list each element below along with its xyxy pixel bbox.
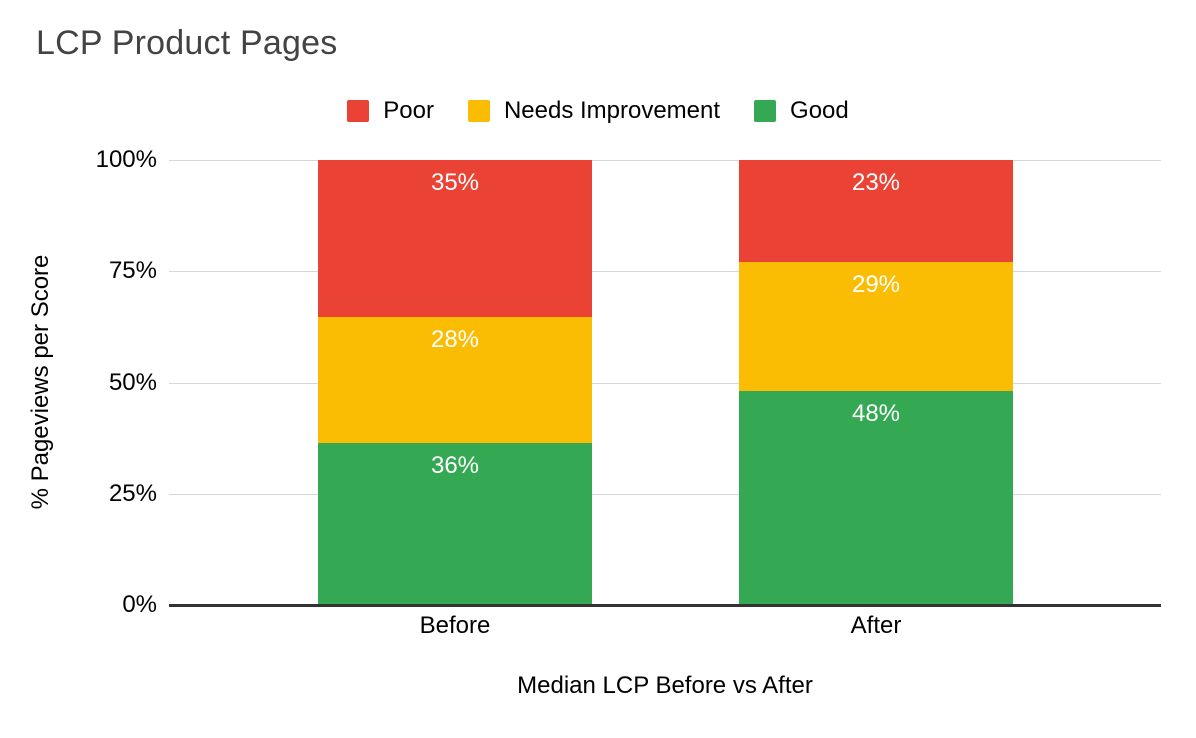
data-label: 36% bbox=[430, 452, 480, 480]
stacked-bar-after: 23% 29% 48% bbox=[739, 160, 1013, 605]
chart-title: LCP Product Pages bbox=[36, 24, 338, 62]
legend-label: Good bbox=[790, 97, 849, 124]
y-tick-label: 75% bbox=[108, 257, 157, 285]
legend-item-good: Good bbox=[754, 98, 849, 124]
gridline bbox=[169, 160, 1161, 161]
bar-segment-needs-improvement: 28% bbox=[318, 317, 592, 444]
y-tick-label: 25% bbox=[108, 479, 157, 507]
data-label: 48% bbox=[851, 400, 901, 428]
bar-segment-good: 36% bbox=[318, 443, 592, 605]
y-tick-label: 0% bbox=[122, 591, 157, 618]
data-label: 23% bbox=[851, 169, 901, 196]
gridline bbox=[169, 271, 1161, 273]
x-category-label-after: After bbox=[850, 612, 902, 639]
y-tick-label: 100% bbox=[95, 146, 157, 173]
y-tick-label: 50% bbox=[108, 368, 157, 396]
data-label: 35% bbox=[430, 169, 480, 196]
gridline bbox=[169, 382, 1161, 384]
legend-swatch-icon bbox=[467, 100, 490, 122]
x-category-label-before: Before bbox=[419, 612, 491, 639]
bar-segment-poor: 35% bbox=[318, 160, 592, 318]
bar-segment-needs-improvement: 29% bbox=[739, 262, 1013, 392]
data-label: 28% bbox=[430, 326, 480, 354]
x-axis-title: Median LCP Before vs After bbox=[517, 672, 813, 699]
stacked-bar-before: 35% 28% 36% bbox=[318, 160, 592, 605]
legend-item-needs-improvement: Needs Improvement bbox=[467, 97, 721, 124]
legend-item-poor: Poor bbox=[347, 98, 434, 124]
legend-label: Needs Improvement bbox=[503, 97, 721, 124]
data-label: 29% bbox=[851, 271, 901, 299]
bar-segment-poor: 23% bbox=[739, 160, 1013, 263]
plot-area: 35% 28% 36% 23% 29% 48% bbox=[169, 160, 1161, 607]
gridline bbox=[169, 493, 1161, 495]
bar-segment-good: 48% bbox=[739, 391, 1013, 605]
legend-swatch-icon bbox=[754, 100, 777, 122]
legend-label: Poor bbox=[383, 97, 434, 124]
x-axis-line bbox=[169, 604, 1161, 607]
legend: Poor Needs Improvement Good bbox=[0, 98, 1196, 124]
legend-swatch-icon bbox=[347, 100, 370, 122]
